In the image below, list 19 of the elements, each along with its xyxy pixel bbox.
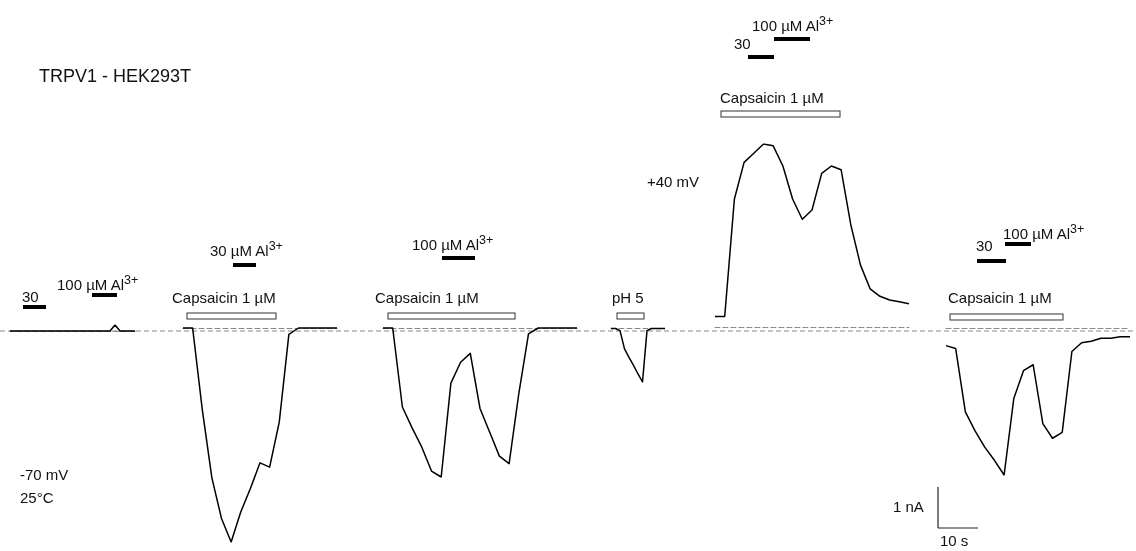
text: +40 mV — [647, 173, 700, 191]
text: 30 — [976, 237, 993, 255]
text: 1 nA — [893, 498, 924, 516]
text: 30 µM Al$^{3+}$ — [210, 238, 283, 260]
text: 30 — [734, 35, 751, 53]
chart-title: TRPV1 - HEK293T — [39, 66, 192, 86]
text: 10 s — [940, 532, 969, 550]
text: Capsaicin 1 µM — [375, 289, 479, 307]
text: Capsaicin 1 µM — [948, 289, 1052, 307]
text: 25°C — [20, 489, 54, 507]
text: 100 µM Al$^{3+}$ — [412, 232, 494, 254]
text: 100 µM Al$^{3+}$ — [1003, 221, 1085, 243]
text: 30 — [22, 288, 39, 306]
text: -70 mV — [20, 466, 69, 484]
text: Capsaicin 1 µM — [720, 89, 824, 107]
text: 100 µM Al$^{3+}$ — [57, 272, 139, 294]
text: 100 µM Al$^{3+}$ — [752, 13, 834, 35]
text: pH 5 — [612, 289, 644, 307]
text: Capsaicin 1 µM — [172, 289, 276, 307]
